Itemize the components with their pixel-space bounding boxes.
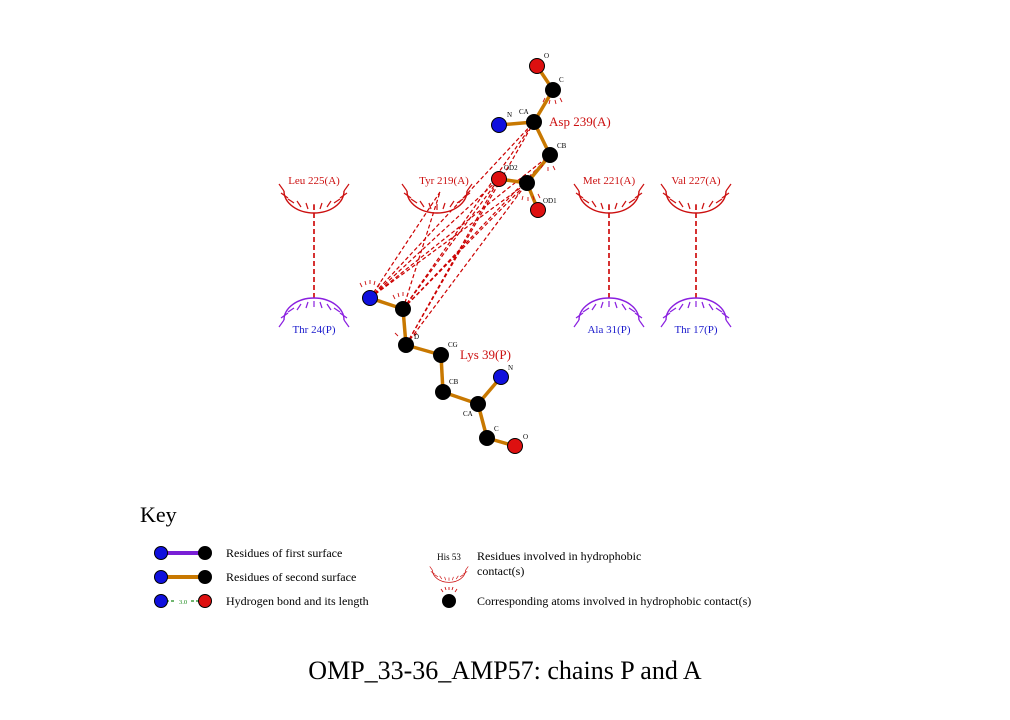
key-hydrophobic-atom [442, 594, 456, 608]
atom-label-o: O [544, 52, 549, 60]
key-hbond-o [198, 594, 212, 608]
met221-label: Met 221(A) [583, 175, 636, 187]
atom-n [493, 369, 509, 385]
atom-label-cg: CG [448, 341, 458, 349]
atom-n [491, 117, 507, 133]
atom-label-d: D [414, 333, 419, 341]
atom-contact-lines [369, 121, 551, 346]
key-hydrophobic-arc [429, 566, 469, 583]
thr24-label: Thr 24(P) [292, 324, 335, 336]
atom-label-n: N [507, 111, 512, 119]
key-hydrophobic-label-2: contact(s) [477, 564, 524, 578]
contact-line [369, 191, 441, 299]
key-atom-spokes [440, 586, 458, 593]
contact-line [369, 154, 551, 299]
atom-label-ca: CA [519, 108, 529, 116]
leu225-label: Leu 225(A) [288, 175, 340, 187]
atom-ca [470, 396, 486, 412]
thr17-label: Thr 17(P) [674, 324, 717, 336]
atom-nz [362, 290, 378, 306]
key-heading: Key [140, 502, 177, 527]
lys39-atoms [362, 290, 523, 454]
contact-line [369, 182, 528, 299]
contact-line [402, 178, 500, 310]
atom-cg [519, 175, 535, 191]
contact-line [405, 121, 535, 346]
atom-ce [395, 301, 411, 317]
atom-label-od1: OD1 [543, 197, 557, 205]
thr24-arc [278, 297, 350, 328]
tyr219-label: Tyr 219(A) [419, 175, 469, 187]
asp239-label: Asp 239(A) [549, 114, 611, 129]
atom-c [479, 430, 495, 446]
contact-line [402, 191, 441, 310]
atom-label-c: C [494, 425, 499, 433]
atom-cg [433, 347, 449, 363]
thr17-arc [660, 297, 732, 328]
atom-label-ca: CA [463, 410, 473, 418]
val227-label: Val 227(A) [671, 175, 721, 187]
key-first-surface-c [198, 546, 212, 560]
atom-contact-spokes [359, 97, 563, 337]
key-hbond-length: 3.0 [179, 599, 187, 606]
atom-od2 [491, 171, 507, 187]
atom-label-n: N [508, 364, 513, 372]
key-first-surface-label: Residues of first surface [226, 546, 342, 560]
atom-ca [526, 114, 542, 130]
contact-line [402, 121, 535, 310]
atom-cd [398, 337, 414, 353]
key-second-surface-label: Residues of second surface [226, 570, 356, 584]
atom-label-od2: OD2 [504, 164, 518, 172]
key-hydrophobic-label: Residues involved in hydrophobic [477, 549, 641, 563]
atom-cb [542, 147, 558, 163]
hydrophobic-contact-lines [313, 205, 697, 300]
key-hbond-label: Hydrogen bond and its length [226, 594, 369, 608]
met221-arc [573, 183, 645, 214]
atom-od1 [530, 202, 546, 218]
tyr219-arc [401, 183, 473, 214]
ala31-arc [573, 297, 645, 328]
key: Key Residues of first surface Residues o… [140, 502, 751, 608]
atom-label-o: O [523, 433, 528, 441]
atom-label-cb: CB [557, 142, 567, 150]
key-hydrophobic-atoms-label: Corresponding atoms involved in hydropho… [477, 594, 751, 608]
key-first-surface-n [154, 546, 168, 560]
diagram-title: OMP_33-36_AMP57: chains P and A [308, 656, 702, 685]
asp239-atoms [491, 58, 561, 218]
key-hbond-n [154, 594, 168, 608]
key-second-surface-n [154, 570, 168, 584]
atom-label-c: C [559, 76, 564, 84]
key-second-surface-c [198, 570, 212, 584]
lys39-label: Lys 39(P) [460, 347, 511, 362]
contact-line [405, 182, 528, 346]
key-example-residue: His 53 [437, 552, 461, 562]
ala31-label: Ala 31(P) [587, 324, 630, 336]
lys39-bonds [369, 296, 516, 448]
atom-cb [435, 384, 451, 400]
leu225-arc [278, 183, 350, 214]
atom-c [545, 82, 561, 98]
atom-o [507, 438, 523, 454]
contact-line [369, 178, 500, 299]
atom-o [529, 58, 545, 74]
contact-line [405, 178, 500, 346]
val227-arc [660, 183, 732, 214]
atom-label-cb: CB [449, 378, 459, 386]
